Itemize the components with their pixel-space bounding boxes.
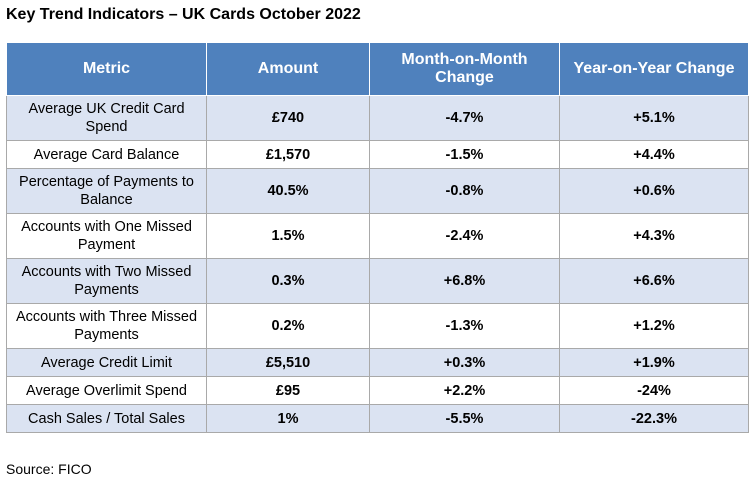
table-row: Average Credit Limit £5,510 +0.3% +1.9% xyxy=(6,348,749,377)
mom-change-cell: -0.8% xyxy=(369,168,560,214)
metric-cell: Average Card Balance xyxy=(6,140,207,169)
table-row: Cash Sales / Total Sales 1% -5.5% -22.3% xyxy=(6,404,749,433)
mom-change-cell: -2.4% xyxy=(369,213,560,259)
metric-cell: Accounts with Two Missed Payments xyxy=(6,258,207,304)
amount-cell: 40.5% xyxy=(206,168,370,214)
column-header-yoy-change: Year-on-Year Change xyxy=(559,42,749,96)
yoy-change-cell: +5.1% xyxy=(559,95,749,141)
amount-cell: 0.2% xyxy=(206,303,370,349)
column-header-metric: Metric xyxy=(6,42,207,96)
source-note: Source: FICO xyxy=(6,461,92,477)
table-row: Average Overlimit Spend £95 +2.2% -24% xyxy=(6,376,749,405)
amount-cell: 0.3% xyxy=(206,258,370,304)
metric-cell: Accounts with Three Missed Payments xyxy=(6,303,207,349)
yoy-change-cell: -22.3% xyxy=(559,404,749,433)
table-row: Accounts with Two Missed Payments 0.3% +… xyxy=(6,258,749,304)
mom-change-cell: +0.3% xyxy=(369,348,560,377)
amount-cell: £95 xyxy=(206,376,370,405)
yoy-change-cell: +1.9% xyxy=(559,348,749,377)
mom-change-cell: -1.5% xyxy=(369,140,560,169)
column-header-mom-change: Month-on-Month Change xyxy=(369,42,560,96)
indicators-table: Metric Amount Month-on-Month Change Year… xyxy=(6,42,749,433)
yoy-change-cell: +1.2% xyxy=(559,303,749,349)
yoy-change-cell: -24% xyxy=(559,376,749,405)
table-header-row: Metric Amount Month-on-Month Change Year… xyxy=(6,42,749,96)
table-row: Average Card Balance £1,570 -1.5% +4.4% xyxy=(6,140,749,169)
column-header-amount: Amount xyxy=(206,42,370,96)
table-row: Percentage of Payments to Balance 40.5% … xyxy=(6,168,749,214)
metric-cell: Accounts with One Missed Payment xyxy=(6,213,207,259)
mom-change-cell: +2.2% xyxy=(369,376,560,405)
table-row: Average UK Credit Card Spend £740 -4.7% … xyxy=(6,95,749,141)
amount-cell: £1,570 xyxy=(206,140,370,169)
metric-cell: Average Overlimit Spend xyxy=(6,376,207,405)
yoy-change-cell: +0.6% xyxy=(559,168,749,214)
mom-change-cell: -1.3% xyxy=(369,303,560,349)
metric-cell: Average Credit Limit xyxy=(6,348,207,377)
yoy-change-cell: +4.4% xyxy=(559,140,749,169)
metric-cell: Average UK Credit Card Spend xyxy=(6,95,207,141)
amount-cell: 1.5% xyxy=(206,213,370,259)
amount-cell: £5,510 xyxy=(206,348,370,377)
mom-change-cell: -5.5% xyxy=(369,404,560,433)
amount-cell: £740 xyxy=(206,95,370,141)
yoy-change-cell: +6.6% xyxy=(559,258,749,304)
amount-cell: 1% xyxy=(206,404,370,433)
metric-cell: Cash Sales / Total Sales xyxy=(6,404,207,433)
mom-change-cell: -4.7% xyxy=(369,95,560,141)
yoy-change-cell: +4.3% xyxy=(559,213,749,259)
page-title: Key Trend Indicators – UK Cards October … xyxy=(6,6,361,23)
table-row: Accounts with Three Missed Payments 0.2%… xyxy=(6,303,749,349)
mom-change-cell: +6.8% xyxy=(369,258,560,304)
metric-cell: Percentage of Payments to Balance xyxy=(6,168,207,214)
table-row: Accounts with One Missed Payment 1.5% -2… xyxy=(6,213,749,259)
